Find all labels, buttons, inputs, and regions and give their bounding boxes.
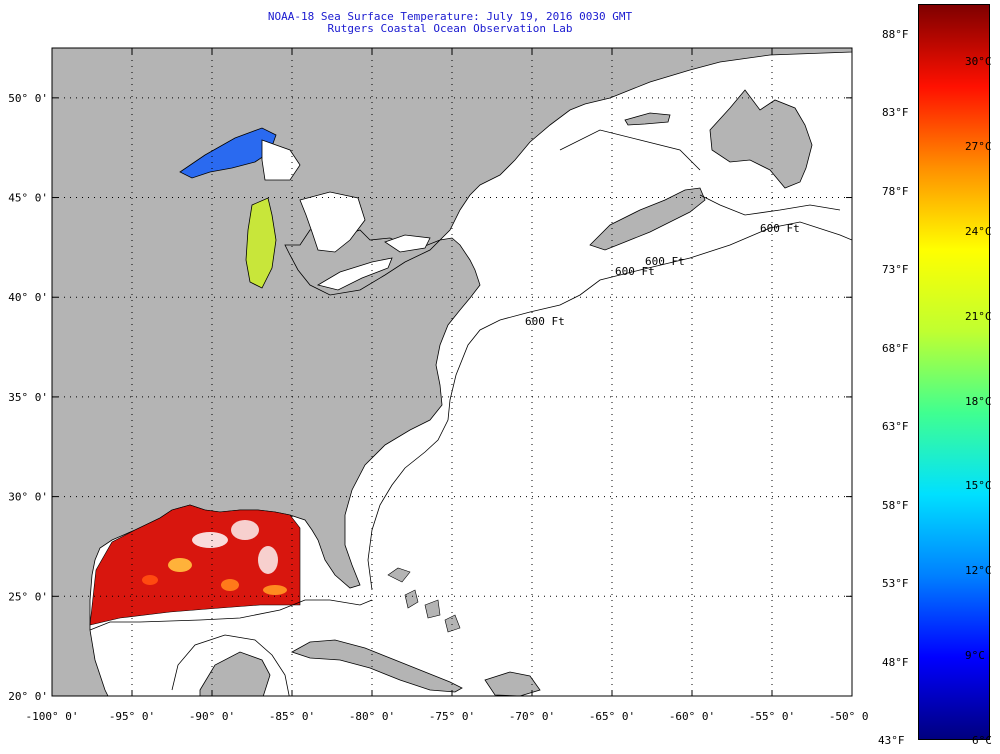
latitude-axis: 20° 0' 25° 0' 30° 0' 35° 0' 40° 0' 45° 0' 50° …	[8, 92, 852, 703]
graticule	[52, 48, 852, 696]
colorbar-celsius-label: 18°C	[965, 394, 992, 408]
colorbar-fahrenheit-label: 58°F	[882, 498, 909, 512]
lat-tick-label: 20° 0'	[8, 690, 48, 703]
lat-tick-label: 25° 0'	[8, 590, 48, 603]
shelf-contour-gulf-st-lawrence	[559, 129, 701, 171]
land-yucatan	[199, 651, 271, 696]
contour-label: 600 Ft	[525, 315, 565, 328]
contour-label: 600 Ft	[615, 265, 655, 278]
lake-huron	[299, 191, 366, 253]
land-bahamas	[387, 567, 461, 633]
lon-tick-label: -70° 0'	[509, 710, 555, 723]
colorbar-celsius-label: 9°C	[965, 649, 985, 663]
lon-tick-label: -55° 0'	[749, 710, 795, 723]
land-newfoundland	[709, 89, 813, 189]
colorbar-fahrenheit-label: 88°F	[882, 28, 909, 41]
lat-tick-label: 35° 0'	[8, 391, 48, 404]
lon-tick-label: -100° 0'	[26, 710, 79, 723]
colorbar-fahrenheit-label: 83°F	[882, 106, 909, 120]
colorbar-celsius-label: 12°C	[965, 564, 992, 578]
shelf-contour-atlantic	[367, 221, 852, 591]
colorbar-fahrenheit-label: 78°F	[882, 184, 909, 198]
land-nova-scotia	[589, 187, 706, 251]
longitude-axis: -100° 0' -95° 0' -90° 0' -85° 0' -80° 0' -75°…	[26, 48, 870, 723]
lat-tick-label: 40° 0'	[8, 291, 48, 304]
lon-tick-label: -50° 0'	[829, 710, 870, 723]
colorbar-fahrenheit-label: 68°F	[882, 341, 909, 355]
land-hispaniola	[484, 671, 541, 696]
map-title: NOAA-18 Sea Surface Temperature: July 19…	[267, 10, 633, 23]
lake-ontario	[384, 234, 431, 253]
lon-tick-label: -75° 0'	[429, 710, 475, 723]
lon-tick-label: -95° 0'	[109, 710, 155, 723]
lon-tick-label: -85° 0'	[269, 710, 315, 723]
land-anticosti	[624, 112, 671, 126]
map-subtitle: Rutgers Coastal Ocean Observation Lab	[327, 22, 573, 35]
shelf-contour-gulf	[89, 599, 373, 631]
lon-tick-label: -65° 0'	[589, 710, 635, 723]
lat-tick-label: 50° 0'	[8, 92, 48, 105]
lon-tick-label: -60° 0'	[669, 710, 715, 723]
colorbar-fahrenheit-label: 73°F	[882, 263, 909, 277]
colorbar-fahrenheit-label: 53°F	[882, 577, 909, 591]
lon-tick-label: -80° 0'	[349, 710, 395, 723]
colorbar-celsius-label: 27°C	[965, 139, 992, 153]
contour-label: 600 Ft	[760, 222, 800, 235]
lake-erie	[316, 257, 393, 291]
gulf-sst-cool-patches	[142, 520, 287, 595]
land-cuba	[291, 639, 463, 693]
colorbar-fahrenheit-label: 43°F	[878, 734, 905, 747]
sst-map: 600 Ft 600 Ft 600 Ft 600 Ft -100° 0' -95°…	[8, 47, 870, 723]
shelf-contour-yucatan	[171, 634, 290, 696]
colorbar-celsius-label: 30°C	[965, 55, 992, 68]
lon-tick-label: -90° 0'	[189, 710, 235, 723]
temperature-colorbar	[918, 4, 990, 740]
colorbar-fahrenheit-label: 63°F	[882, 420, 909, 434]
lake-superior-east	[261, 139, 301, 181]
contour-label: 600 Ft	[645, 255, 685, 268]
colorbar-celsius-label: 21°C	[965, 309, 992, 323]
colorbar-celsius-label: 6°C	[972, 734, 992, 747]
colorbar-fahrenheit-label: 48°F	[882, 655, 909, 669]
lat-tick-label: 45° 0'	[8, 192, 48, 205]
land-jamaica	[419, 695, 421, 696]
shelf-contour-grand-banks	[699, 194, 841, 216]
colorbar-celsius-label: 15°C	[965, 479, 992, 493]
colorbar-celsius-label: 24°C	[965, 224, 992, 238]
lake-michigan	[245, 197, 277, 289]
lat-tick-label: 30° 0'	[8, 491, 48, 504]
